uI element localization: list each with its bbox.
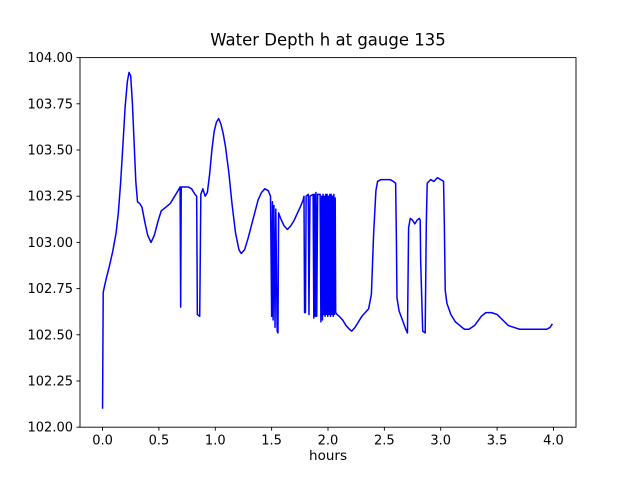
y-tick-label: 102.00 xyxy=(28,421,74,436)
x-axis-label: hours xyxy=(309,448,347,464)
y-tick-label: 103.00 xyxy=(28,236,74,251)
x-tick-label: 2.0 xyxy=(318,434,339,449)
y-axis-ticks: 102.00 102.25 102.50 102.75 103.00 103.25 103.… xyxy=(28,51,80,436)
x-axis-ticks: 0.0 0.5 1.0 1.5 2.0 2.5 3.0 3.5 4.0 xyxy=(92,427,564,449)
x-tick-label: 0.5 xyxy=(149,434,170,449)
y-tick-label: 102.75 xyxy=(28,282,74,297)
x-tick-label: 3.5 xyxy=(487,434,508,449)
data-series xyxy=(101,71,553,409)
x-tick-label: 4.0 xyxy=(543,434,564,449)
x-tick-label: 1.0 xyxy=(205,434,226,449)
x-tick-label: 3.0 xyxy=(430,434,451,449)
y-tick-label: 104.00 xyxy=(28,51,74,66)
chart-title: Water Depth h at gauge 135 xyxy=(210,31,445,50)
x-tick-label: 2.5 xyxy=(374,434,395,449)
y-tick-label: 103.75 xyxy=(28,97,74,112)
y-tick-label: 103.50 xyxy=(28,144,74,159)
y-tick-label: 103.25 xyxy=(28,190,74,205)
y-tick-label: 102.50 xyxy=(28,328,74,343)
x-tick-label: 0.0 xyxy=(92,434,113,449)
water-depth-line xyxy=(101,71,553,409)
x-tick-label: 1.5 xyxy=(261,434,282,449)
y-tick-label: 102.25 xyxy=(28,375,74,390)
